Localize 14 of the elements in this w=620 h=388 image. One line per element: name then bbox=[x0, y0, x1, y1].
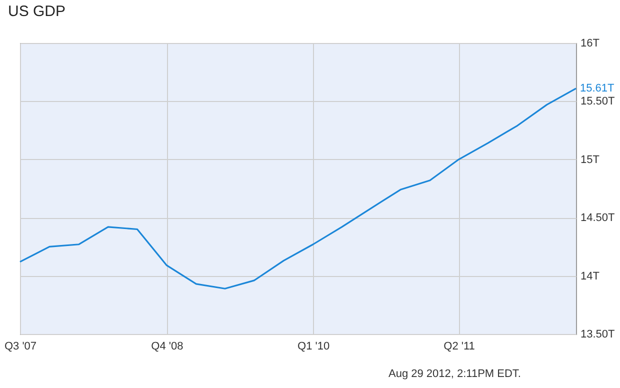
y-tick-label: 15T bbox=[580, 154, 600, 166]
chart-title: US GDP bbox=[8, 3, 66, 20]
line-series bbox=[19, 88, 577, 290]
y-tick-label: 15.50T bbox=[580, 96, 616, 108]
x-tick-label: Q2 '11 bbox=[444, 340, 475, 352]
data-label: 15.61T bbox=[580, 82, 615, 94]
y-tick-label: 14T bbox=[580, 270, 600, 282]
text: Aug 29 2012, 2:11PM EDT. bbox=[388, 368, 521, 380]
x-tick-label: Q3 '07 bbox=[4, 340, 37, 352]
y-tick-label: 14.50T bbox=[580, 212, 616, 224]
x-tick-label: Q1 '10 bbox=[298, 340, 330, 352]
y-tick-label: 13.50T bbox=[580, 328, 616, 340]
y-tick-label: 16T bbox=[580, 38, 600, 50]
x-tick-label: Q4 '08 bbox=[151, 340, 184, 352]
